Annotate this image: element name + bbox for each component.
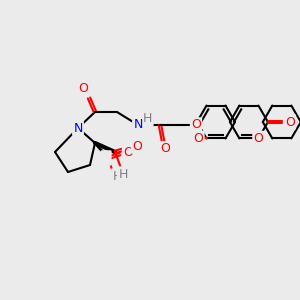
- Text: H: H: [118, 167, 128, 181]
- Text: O: O: [132, 140, 142, 152]
- Text: H: H: [112, 169, 122, 182]
- Text: N: N: [73, 122, 83, 134]
- Text: O: O: [194, 132, 203, 145]
- Text: O: O: [78, 82, 88, 94]
- Text: N: N: [133, 118, 143, 131]
- Text: O: O: [285, 116, 295, 128]
- Text: O: O: [160, 142, 170, 155]
- Text: O: O: [254, 132, 263, 145]
- Text: H: H: [143, 112, 152, 125]
- Text: C: C: [102, 152, 110, 164]
- Text: O: O: [191, 118, 201, 131]
- Text: O: O: [123, 146, 133, 158]
